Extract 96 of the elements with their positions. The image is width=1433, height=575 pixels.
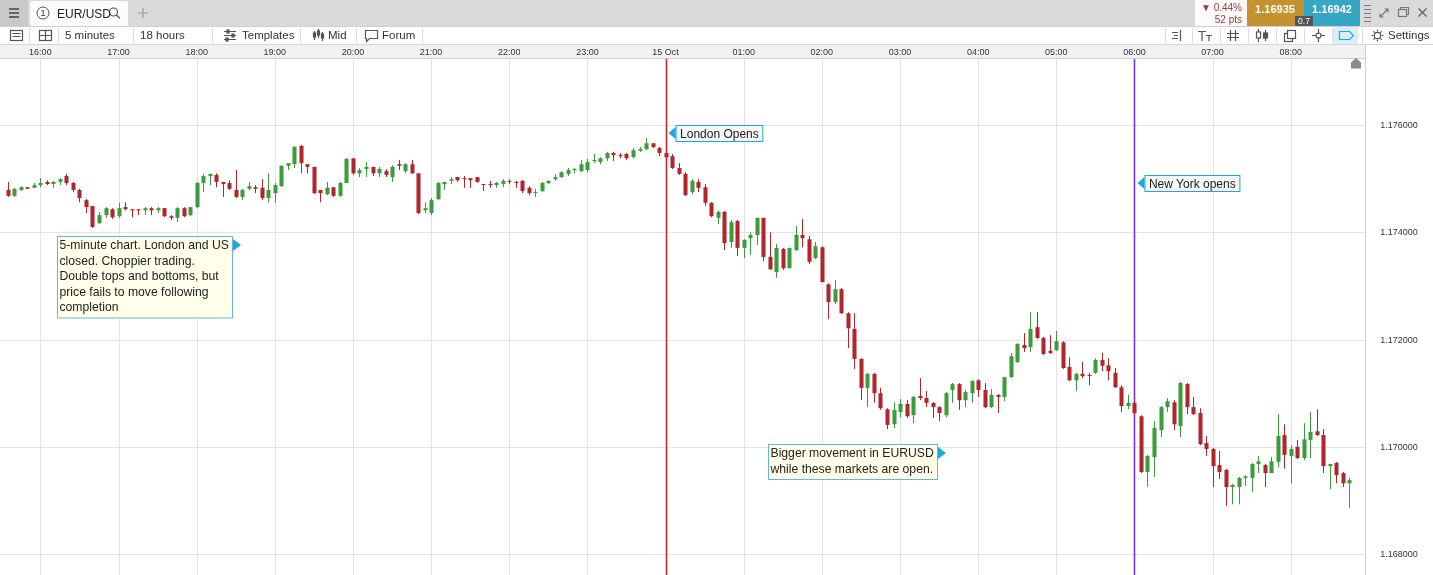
x-tick-label: 04:00 — [966, 46, 990, 57]
x-tick-label: 15 Oct — [652, 46, 680, 57]
y-tick-label: 1.168000 — [1380, 549, 1418, 560]
candlestick — [260, 178, 265, 201]
x-tick-label: 22:00 — [498, 46, 521, 57]
candlestick — [1022, 332, 1027, 353]
candlestick — [729, 219, 734, 249]
candlestick — [768, 231, 773, 271]
candlestick — [266, 172, 271, 203]
candlestick — [1347, 477, 1352, 509]
x-tick-label: 05:00 — [1045, 46, 1068, 57]
candlestick — [1282, 423, 1287, 470]
candlestick — [1035, 311, 1040, 340]
candlestick — [865, 372, 870, 408]
candlestick — [1230, 483, 1235, 505]
candlestick — [1145, 454, 1150, 488]
candlestick — [299, 144, 304, 174]
text: Settings — [1388, 29, 1430, 41]
y-tick-label: 1.176000 — [1380, 120, 1418, 131]
x-tick-label: 19:00 — [263, 46, 287, 57]
text: 1 — [40, 8, 46, 18]
text: 52 pts — [1214, 13, 1242, 25]
candlestick — [989, 388, 994, 409]
candlestick — [234, 169, 239, 199]
candlestick — [781, 247, 786, 271]
candlestick — [1041, 336, 1046, 356]
candlestick — [1048, 334, 1053, 355]
candlestick — [826, 282, 831, 320]
candlestick — [755, 217, 760, 246]
x-tick-label: 06:00 — [1123, 46, 1146, 57]
x-tick-label: 03:00 — [888, 46, 912, 57]
x-tick-label: 07:00 — [1201, 46, 1224, 57]
candlestick — [1295, 439, 1300, 460]
x-tick-label: 23:00 — [576, 46, 599, 57]
candlestick — [846, 311, 851, 349]
candlestick — [1028, 311, 1033, 353]
candlestick — [1191, 396, 1196, 416]
candlestick — [1087, 372, 1092, 386]
x-tick-label: 20:00 — [341, 46, 365, 57]
x-tick-label: 08:00 — [1279, 46, 1303, 57]
candlestick — [683, 171, 688, 197]
y-tick-label: 1.170000 — [1380, 441, 1418, 452]
candlestick — [1315, 408, 1320, 437]
text: Templates — [242, 29, 295, 41]
candlestick — [1119, 384, 1124, 413]
candlestick — [201, 173, 206, 193]
candlestick — [1237, 476, 1242, 505]
candlestick — [996, 393, 1001, 414]
x-tick-label: 21:00 — [419, 46, 443, 57]
candlestick — [833, 279, 838, 305]
text: 18 hours — [140, 29, 185, 41]
text: 5 minutes — [65, 29, 116, 41]
candlestick — [911, 395, 916, 424]
chart-title: EUR/USD — [57, 6, 112, 21]
candlestick — [703, 183, 708, 207]
x-tick-label: 18:00 — [185, 46, 208, 57]
candlestick — [1002, 376, 1007, 402]
candlestick — [1054, 330, 1059, 352]
text: Mid — [328, 29, 347, 41]
candlestick — [807, 235, 812, 265]
candlestick — [1334, 461, 1339, 484]
candlestick — [878, 387, 883, 411]
text: 1.16935 — [1255, 3, 1295, 15]
candlestick — [742, 238, 747, 259]
candlestick — [1172, 399, 1177, 431]
candlestick — [1159, 405, 1164, 438]
ref-line-label: New York opens — [1148, 176, 1236, 191]
candlestick — [885, 407, 890, 430]
x-tick-label: 16:00 — [29, 46, 52, 57]
y-tick-label: 1.172000 — [1380, 334, 1418, 345]
candlestick — [957, 382, 962, 411]
candlestick — [748, 231, 753, 256]
candlestick — [1289, 444, 1294, 484]
text: ▼ 0.44% — [1200, 1, 1243, 13]
candlestick — [1328, 463, 1333, 490]
candlestick — [1113, 367, 1118, 389]
candlestick — [800, 218, 805, 248]
x-tick-label: 17:00 — [107, 46, 130, 57]
candlestick — [794, 225, 799, 252]
x-tick-label: 01:00 — [732, 46, 755, 57]
x-tick-label: 02:00 — [810, 46, 834, 57]
candlestick — [944, 391, 949, 418]
candlestick — [1250, 462, 1255, 493]
text: 1.16942 — [1312, 3, 1352, 15]
candlestick — [1263, 463, 1268, 488]
candlestick — [1224, 468, 1229, 507]
candlestick — [983, 382, 988, 409]
ref-line-label: London Opens — [680, 126, 759, 141]
candlestick — [970, 379, 975, 404]
text: Forum — [382, 29, 416, 41]
candlestick — [872, 372, 877, 404]
candlestick — [950, 382, 955, 404]
candlestick — [918, 377, 923, 401]
y-tick-label: 1.174000 — [1380, 227, 1418, 238]
candlestick — [1185, 382, 1190, 415]
candlestick — [1074, 372, 1079, 392]
